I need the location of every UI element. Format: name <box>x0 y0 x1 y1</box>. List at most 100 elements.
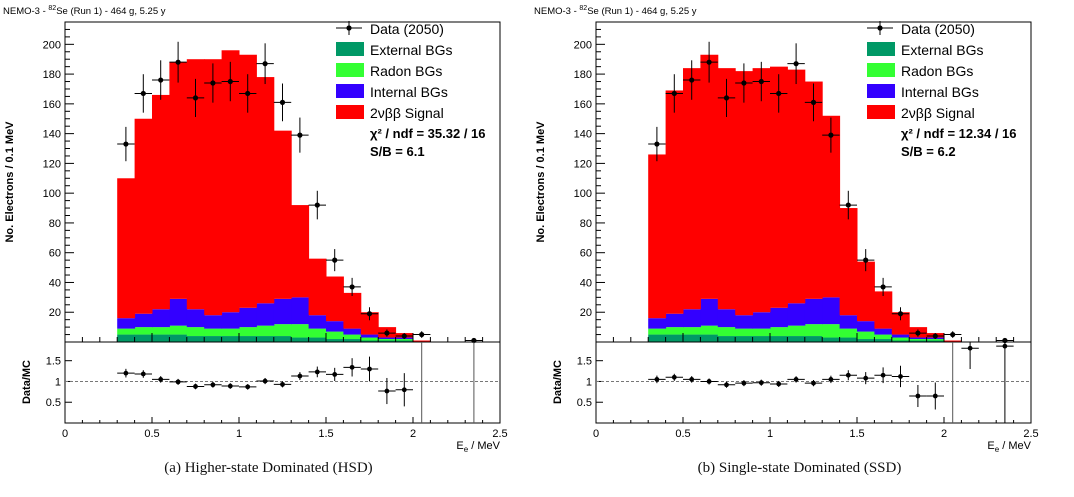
ratio-point <box>724 382 729 388</box>
bar-radon <box>169 325 188 335</box>
data-point <box>689 77 695 83</box>
data-point <box>741 80 747 86</box>
bar-external <box>308 337 327 342</box>
bar-external <box>256 336 275 342</box>
data-point <box>880 284 886 290</box>
bar-external <box>378 340 397 342</box>
data-point <box>776 90 782 97</box>
ratio-frame <box>595 341 1032 424</box>
bar-external <box>665 334 684 342</box>
bar-internal <box>360 334 379 338</box>
bar-external <box>770 336 788 342</box>
y-tick-label: 40 <box>580 277 592 289</box>
bar-external <box>343 339 362 342</box>
bar-internal <box>752 312 771 329</box>
ratio-point <box>245 384 251 390</box>
x-tick-label: 1 <box>236 428 242 440</box>
ratio-point <box>741 380 747 386</box>
bar-external <box>169 334 188 342</box>
bar-radon <box>683 327 701 335</box>
x-tick-label: 2 <box>941 428 947 440</box>
ratio-point <box>776 381 782 387</box>
bar-external <box>152 334 170 342</box>
y-tick-label: 200 <box>574 39 592 51</box>
x-tick-label: 1.5 <box>318 428 333 440</box>
bar-internal <box>804 298 823 325</box>
legend-label-internal: Internal BGs <box>370 84 448 100</box>
x-axis-label: Ee / MeV <box>987 440 1031 454</box>
bar-external <box>273 336 292 342</box>
legend-data-marker <box>877 25 883 31</box>
bar-radon <box>308 328 327 338</box>
x-tick-label: 2 <box>410 428 416 440</box>
ratio-point <box>158 376 164 382</box>
bar-radon <box>926 339 945 341</box>
bar-radon <box>378 339 397 341</box>
bar-internal <box>700 298 719 326</box>
y-axis-label: No. Electrons / 0.1 MeV <box>4 121 16 243</box>
data-point <box>192 95 199 101</box>
y-tick-label: 80 <box>49 218 61 230</box>
y-tick-label: 160 <box>43 99 61 111</box>
bar-radon <box>256 325 275 337</box>
bar-signal <box>770 66 788 308</box>
bar-radon <box>874 334 893 340</box>
bar-signal <box>152 94 170 310</box>
bar-external <box>874 339 893 342</box>
bar-external <box>909 340 928 342</box>
bar-signal <box>683 68 701 310</box>
bar-external <box>752 336 771 342</box>
bar-external <box>360 340 379 342</box>
bar-radon <box>204 328 223 337</box>
data-point <box>723 95 730 101</box>
ratio-tick-label: 1.5 <box>46 356 61 368</box>
chart-caption-ssd: (b) Single-state Dominated (SSD) <box>697 460 902 476</box>
bar-signal <box>343 292 362 329</box>
data-point <box>262 61 268 67</box>
ratio-point <box>280 381 285 387</box>
bar-radon <box>735 328 754 337</box>
data-point <box>950 331 956 338</box>
ratio-point <box>811 380 816 386</box>
legend-swatch-radon <box>336 63 364 77</box>
bar-external <box>239 336 257 342</box>
y-tick-label: 120 <box>43 158 61 170</box>
bar-internal <box>683 309 701 328</box>
bar-signal <box>735 71 754 316</box>
y-tick-label: 140 <box>574 129 592 141</box>
bar-signal <box>874 291 893 329</box>
bar-internal <box>378 337 397 340</box>
bar-internal <box>239 307 257 328</box>
bar-radon <box>717 327 736 337</box>
ratio-point <box>898 374 903 379</box>
y-tick-label: 20 <box>580 307 592 319</box>
bar-radon <box>152 327 170 335</box>
ratio-point <box>863 375 869 381</box>
y-tick-label: 180 <box>574 69 592 81</box>
ratio-point <box>845 372 851 378</box>
data-point <box>349 284 355 290</box>
bar-internal <box>770 307 788 328</box>
legend-swatch-signal <box>336 105 364 119</box>
bar-internal <box>735 315 754 329</box>
bar-internal <box>822 297 841 325</box>
data-point <box>175 59 181 65</box>
bar-signal <box>134 118 153 314</box>
bar-internal <box>152 309 170 328</box>
bar-radon <box>857 331 875 340</box>
data-point <box>210 80 216 86</box>
x-tick-label: 0.5 <box>144 428 159 440</box>
x-tick-label: 1 <box>767 428 773 440</box>
bar-external <box>395 340 414 342</box>
bar-internal <box>291 297 310 325</box>
data-point <box>863 257 869 263</box>
bar-internal <box>909 337 928 340</box>
bar-internal <box>874 328 893 335</box>
bar-external <box>787 336 806 342</box>
y-tick-label: 160 <box>574 99 592 111</box>
ratio-tick-label: 1 <box>586 376 592 388</box>
bar-internal <box>787 303 806 326</box>
ratio-point <box>227 383 233 389</box>
bar-external <box>683 334 701 342</box>
bar-external <box>326 339 344 342</box>
